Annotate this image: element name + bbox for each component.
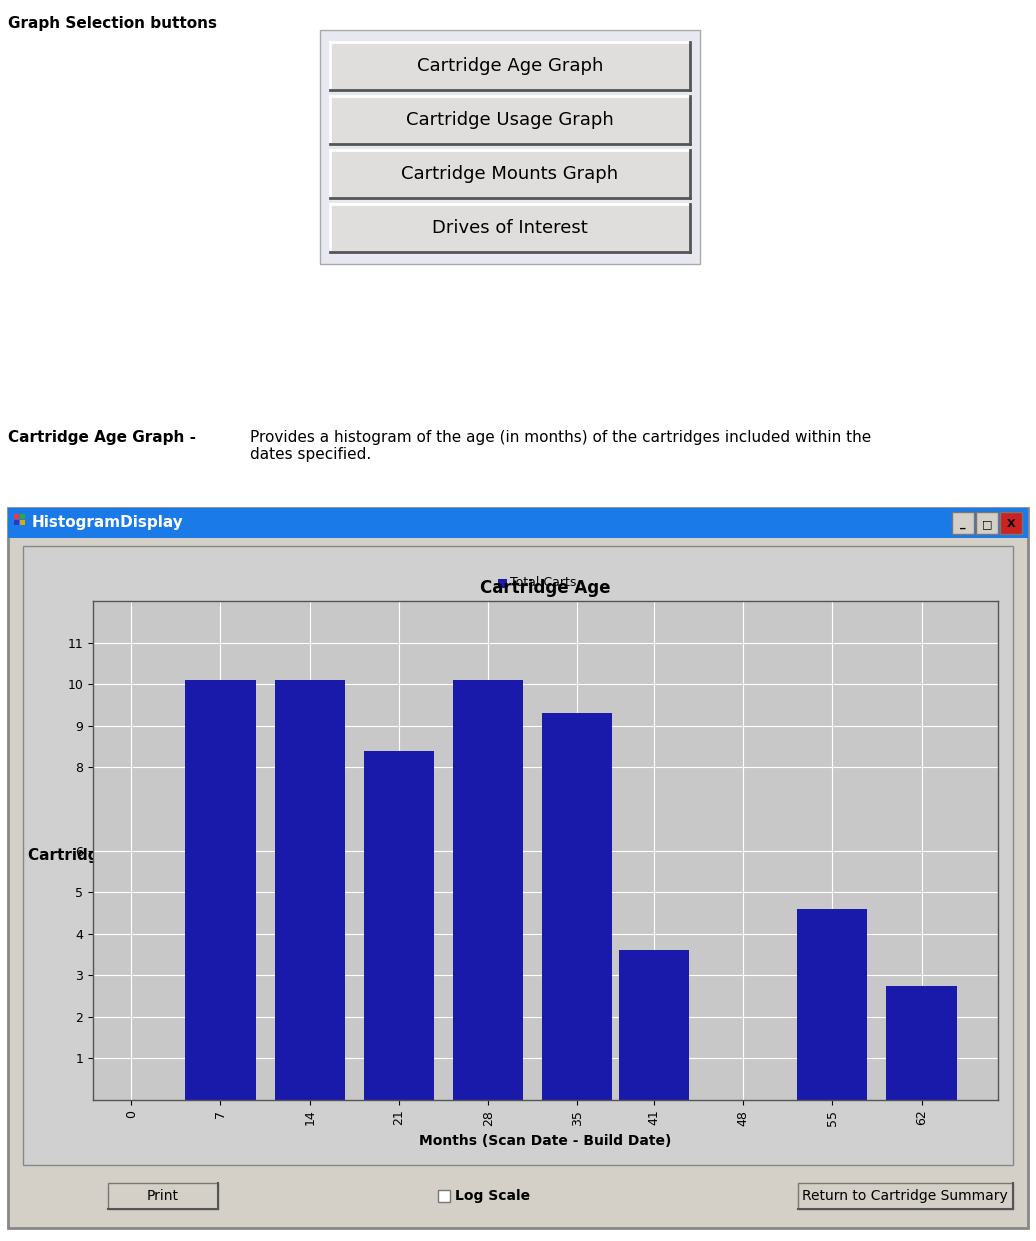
Bar (275, 680, 345, 1100)
Text: _: _ (960, 519, 966, 529)
Text: Graph Selection buttons: Graph Selection buttons (8, 16, 217, 31)
Text: Print: Print (147, 1189, 179, 1203)
Bar (542, 714, 612, 1100)
X-axis label: Months (Scan Date - Build Date): Months (Scan Date - Build Date) (420, 1134, 671, 1148)
Text: Cartridge Usage Graph: Cartridge Usage Graph (406, 110, 614, 129)
Bar (330, 150, 690, 199)
Text: Return to Cartridge Summary: Return to Cartridge Summary (802, 1189, 1008, 1203)
Text: HistogramDisplay: HistogramDisplay (32, 515, 183, 530)
Bar (330, 96, 690, 144)
Bar (108, 1183, 218, 1209)
Bar (453, 680, 523, 1100)
Bar (1000, 513, 1021, 534)
Bar (8, 508, 1028, 539)
Bar (952, 513, 974, 534)
Text: Cartridge Age Graph -: Cartridge Age Graph - (8, 429, 196, 446)
Bar (618, 951, 689, 1100)
Bar (20, 520, 25, 525)
Bar (15, 520, 19, 525)
Bar (8, 508, 1028, 1229)
Bar (185, 680, 256, 1100)
Bar (20, 514, 25, 519)
Text: Provides a histogram of the age (in months) of the cartridges included within th: Provides a histogram of the age (in mont… (250, 429, 871, 463)
Bar (798, 1183, 1013, 1209)
Bar (320, 30, 700, 264)
Bar (798, 908, 867, 1100)
Text: Drives of Interest: Drives of Interest (432, 218, 587, 237)
Text: □: □ (982, 519, 992, 529)
Text: Cartridge Mounts Graph: Cartridge Mounts Graph (401, 165, 618, 182)
Text: Cartridge Count: Cartridge Count (28, 848, 165, 862)
Title: Cartridge Age: Cartridge Age (481, 578, 611, 597)
Bar (330, 42, 690, 91)
Bar (364, 751, 434, 1100)
Text: X: X (1007, 519, 1015, 529)
Bar (330, 204, 690, 252)
Bar (498, 580, 508, 588)
Text: Cartridge Age Graph: Cartridge Age Graph (416, 57, 603, 74)
Bar (887, 985, 956, 1100)
Bar (438, 1190, 450, 1203)
Bar (976, 513, 998, 534)
Bar (23, 546, 1013, 1165)
Bar (15, 514, 19, 519)
Text: Log Scale: Log Scale (455, 1189, 530, 1203)
Text: Total Carts: Total Carts (510, 577, 577, 589)
